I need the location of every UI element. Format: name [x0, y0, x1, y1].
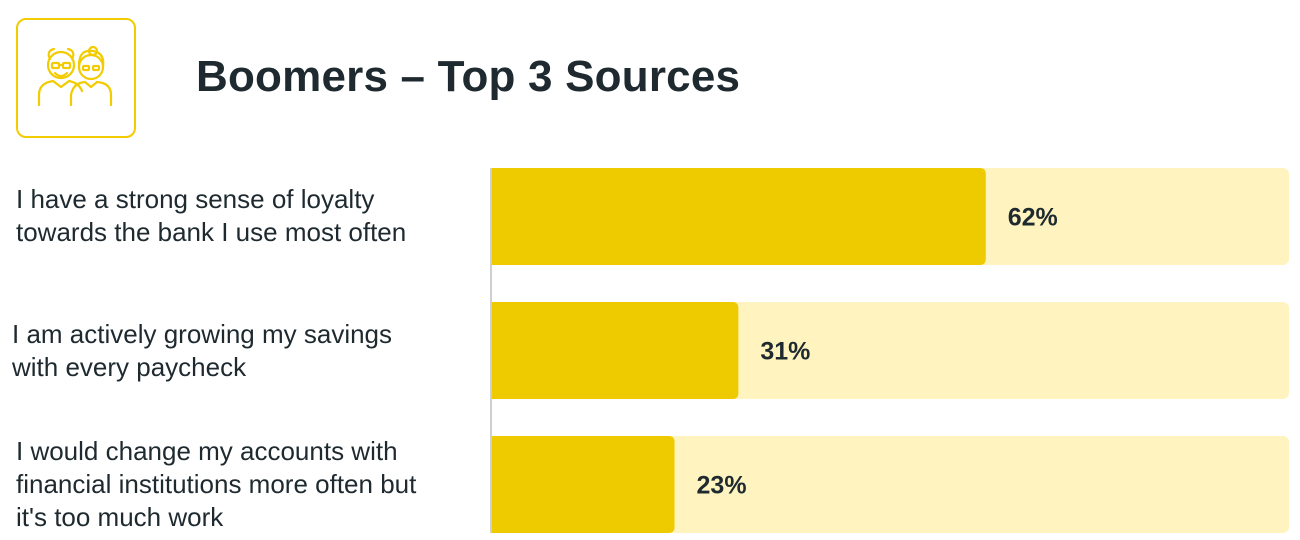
- category-label-3-line-2: financial institutions more often but: [16, 469, 417, 499]
- icon-box: [16, 18, 136, 138]
- category-label-2: I am actively growing my savings with ev…: [12, 318, 472, 384]
- page-title: Boomers – Top 3 Sources: [196, 52, 741, 101]
- category-label-1-line-2: towards the bank I use most often: [16, 217, 407, 247]
- category-label-2-line-2: with every paycheck: [12, 352, 247, 382]
- elderly-couple-icon: [37, 45, 113, 107]
- category-label-2-line-1: I am actively growing my savings: [12, 319, 393, 349]
- bar-3: [491, 436, 675, 533]
- category-label-3-line-1: I would change my accounts with: [16, 436, 398, 466]
- category-label-1: I have a strong sense of loyalty towards…: [16, 183, 476, 249]
- data-label-3: 23%: [697, 472, 747, 500]
- bar-track-3: [491, 436, 1289, 533]
- category-label-3-line-3: it's too much work: [16, 502, 224, 532]
- data-label-2: 31%: [760, 338, 810, 366]
- data-label-1: 62%: [1008, 204, 1058, 232]
- bar-1: [491, 168, 986, 265]
- category-label-3: I would change my accounts with financia…: [16, 435, 476, 534]
- category-label-1-line-1: I have a strong sense of loyalty: [16, 184, 375, 214]
- bar-2: [491, 302, 739, 399]
